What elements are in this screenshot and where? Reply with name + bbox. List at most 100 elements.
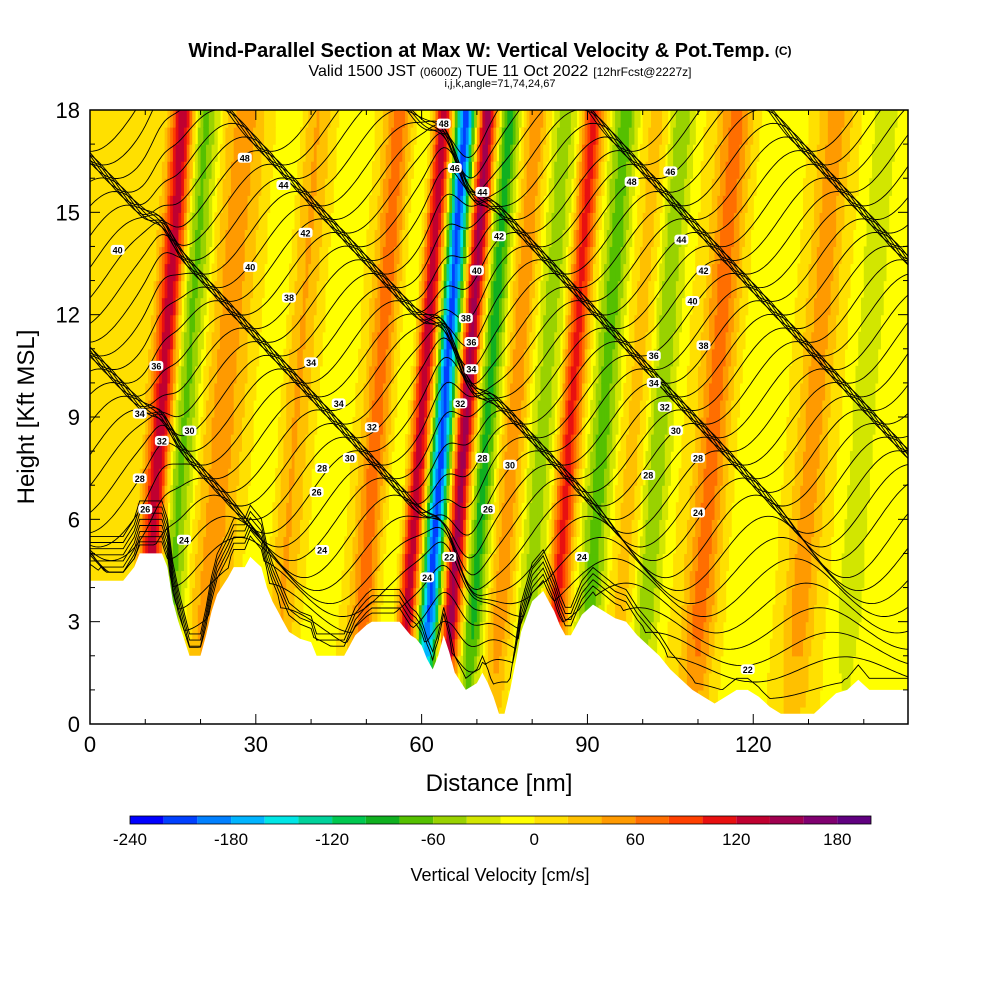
velocity-cell — [134, 178, 138, 196]
velocity-cell — [170, 161, 174, 179]
velocity-cell — [300, 570, 304, 589]
velocity-cell — [382, 519, 387, 537]
velocity-cell — [548, 246, 553, 265]
velocity-cell — [305, 263, 309, 282]
velocity-cell — [510, 178, 514, 196]
velocity-cell — [225, 417, 229, 435]
velocity-cell — [402, 246, 406, 265]
velocity-cell — [230, 468, 235, 486]
velocity-cell — [302, 519, 307, 537]
velocity-cell — [128, 229, 133, 248]
velocity-cell — [208, 536, 213, 555]
velocity-cell — [454, 246, 459, 265]
velocity-cell — [374, 280, 378, 299]
velocity-cell — [305, 314, 309, 333]
velocity-cell — [161, 399, 166, 418]
velocity-cell — [410, 365, 414, 384]
velocity-cell — [543, 451, 547, 469]
velocity-cell — [300, 280, 304, 299]
velocity-cell — [195, 570, 199, 589]
velocity-cell — [145, 399, 149, 418]
velocity-cell — [219, 348, 224, 367]
velocity-cell — [228, 297, 232, 316]
velocity-cell — [195, 178, 199, 196]
velocity-cell — [219, 229, 224, 248]
velocity-cell — [109, 553, 113, 572]
velocity-cell — [211, 553, 215, 572]
velocity-cell — [349, 536, 354, 555]
velocity-cell — [460, 110, 464, 128]
velocity-cell — [485, 161, 489, 179]
velocity-cell — [139, 365, 144, 384]
velocity-cell — [504, 519, 508, 537]
velocity-cell — [150, 297, 155, 316]
velocity-cell — [554, 127, 558, 145]
velocity-cell — [148, 280, 152, 299]
velocity-cell — [399, 263, 403, 282]
velocity-cell — [512, 587, 517, 606]
velocity-cell — [181, 195, 185, 213]
velocity-cell — [518, 263, 522, 282]
velocity-cell — [449, 536, 453, 555]
velocity-cell — [352, 485, 356, 503]
velocity-cell — [145, 365, 149, 384]
velocity-cell — [565, 297, 569, 316]
velocity-cell — [512, 195, 517, 213]
velocity-cell — [499, 280, 503, 299]
velocity-cell — [313, 331, 318, 350]
velocity-cell — [452, 127, 456, 145]
velocity-cell — [360, 314, 365, 333]
velocity-cell — [214, 399, 218, 418]
velocity-cell — [532, 536, 536, 555]
velocity-cell — [435, 195, 439, 213]
velocity-cell — [380, 382, 384, 401]
velocity-cell — [125, 399, 130, 418]
velocity-cell — [148, 246, 152, 265]
velocity-cell — [344, 604, 348, 623]
velocity-cell — [172, 263, 177, 282]
velocity-cell — [523, 246, 528, 265]
velocity-cell — [540, 399, 544, 418]
velocity-cell — [297, 212, 301, 230]
velocity-cell — [175, 144, 180, 162]
velocity-cell — [521, 348, 525, 367]
velocity-cell — [103, 348, 108, 367]
velocity-cell — [482, 365, 486, 384]
velocity-cell — [192, 144, 196, 162]
velocity-cell — [496, 399, 500, 418]
velocity-cell — [203, 417, 207, 435]
velocity-cell — [153, 536, 157, 555]
velocity-cell — [98, 144, 102, 162]
velocity-cell — [156, 263, 160, 282]
velocity-cell — [499, 604, 503, 623]
velocity-cell — [429, 382, 434, 401]
velocity-cell — [228, 246, 232, 265]
velocity-cell — [529, 161, 533, 179]
velocity-cell — [507, 246, 511, 265]
velocity-cell — [139, 127, 144, 145]
velocity-cell — [548, 434, 553, 452]
velocity-cell — [305, 212, 309, 230]
velocity-cell — [344, 638, 348, 657]
velocity-cell — [142, 212, 146, 230]
velocity-cell — [302, 144, 307, 162]
velocity-cell — [217, 468, 221, 486]
velocity-cell — [565, 417, 569, 435]
velocity-cell — [385, 314, 390, 333]
velocity-cell — [474, 348, 478, 367]
velocity-cell — [161, 263, 166, 282]
velocity-cell — [545, 399, 550, 418]
velocity-cell — [388, 417, 392, 435]
velocity-cell — [457, 365, 461, 384]
velocity-cell — [136, 297, 141, 316]
velocity-cell — [452, 348, 456, 367]
velocity-cell — [391, 417, 395, 435]
velocity-cell — [164, 110, 168, 128]
velocity-cell — [474, 417, 478, 435]
velocity-cell — [225, 348, 229, 367]
velocity-cell — [253, 144, 257, 162]
velocity-cell — [440, 621, 445, 640]
velocity-cell — [443, 502, 448, 520]
velocity-cell — [438, 212, 442, 230]
velocity-cell — [479, 519, 484, 537]
